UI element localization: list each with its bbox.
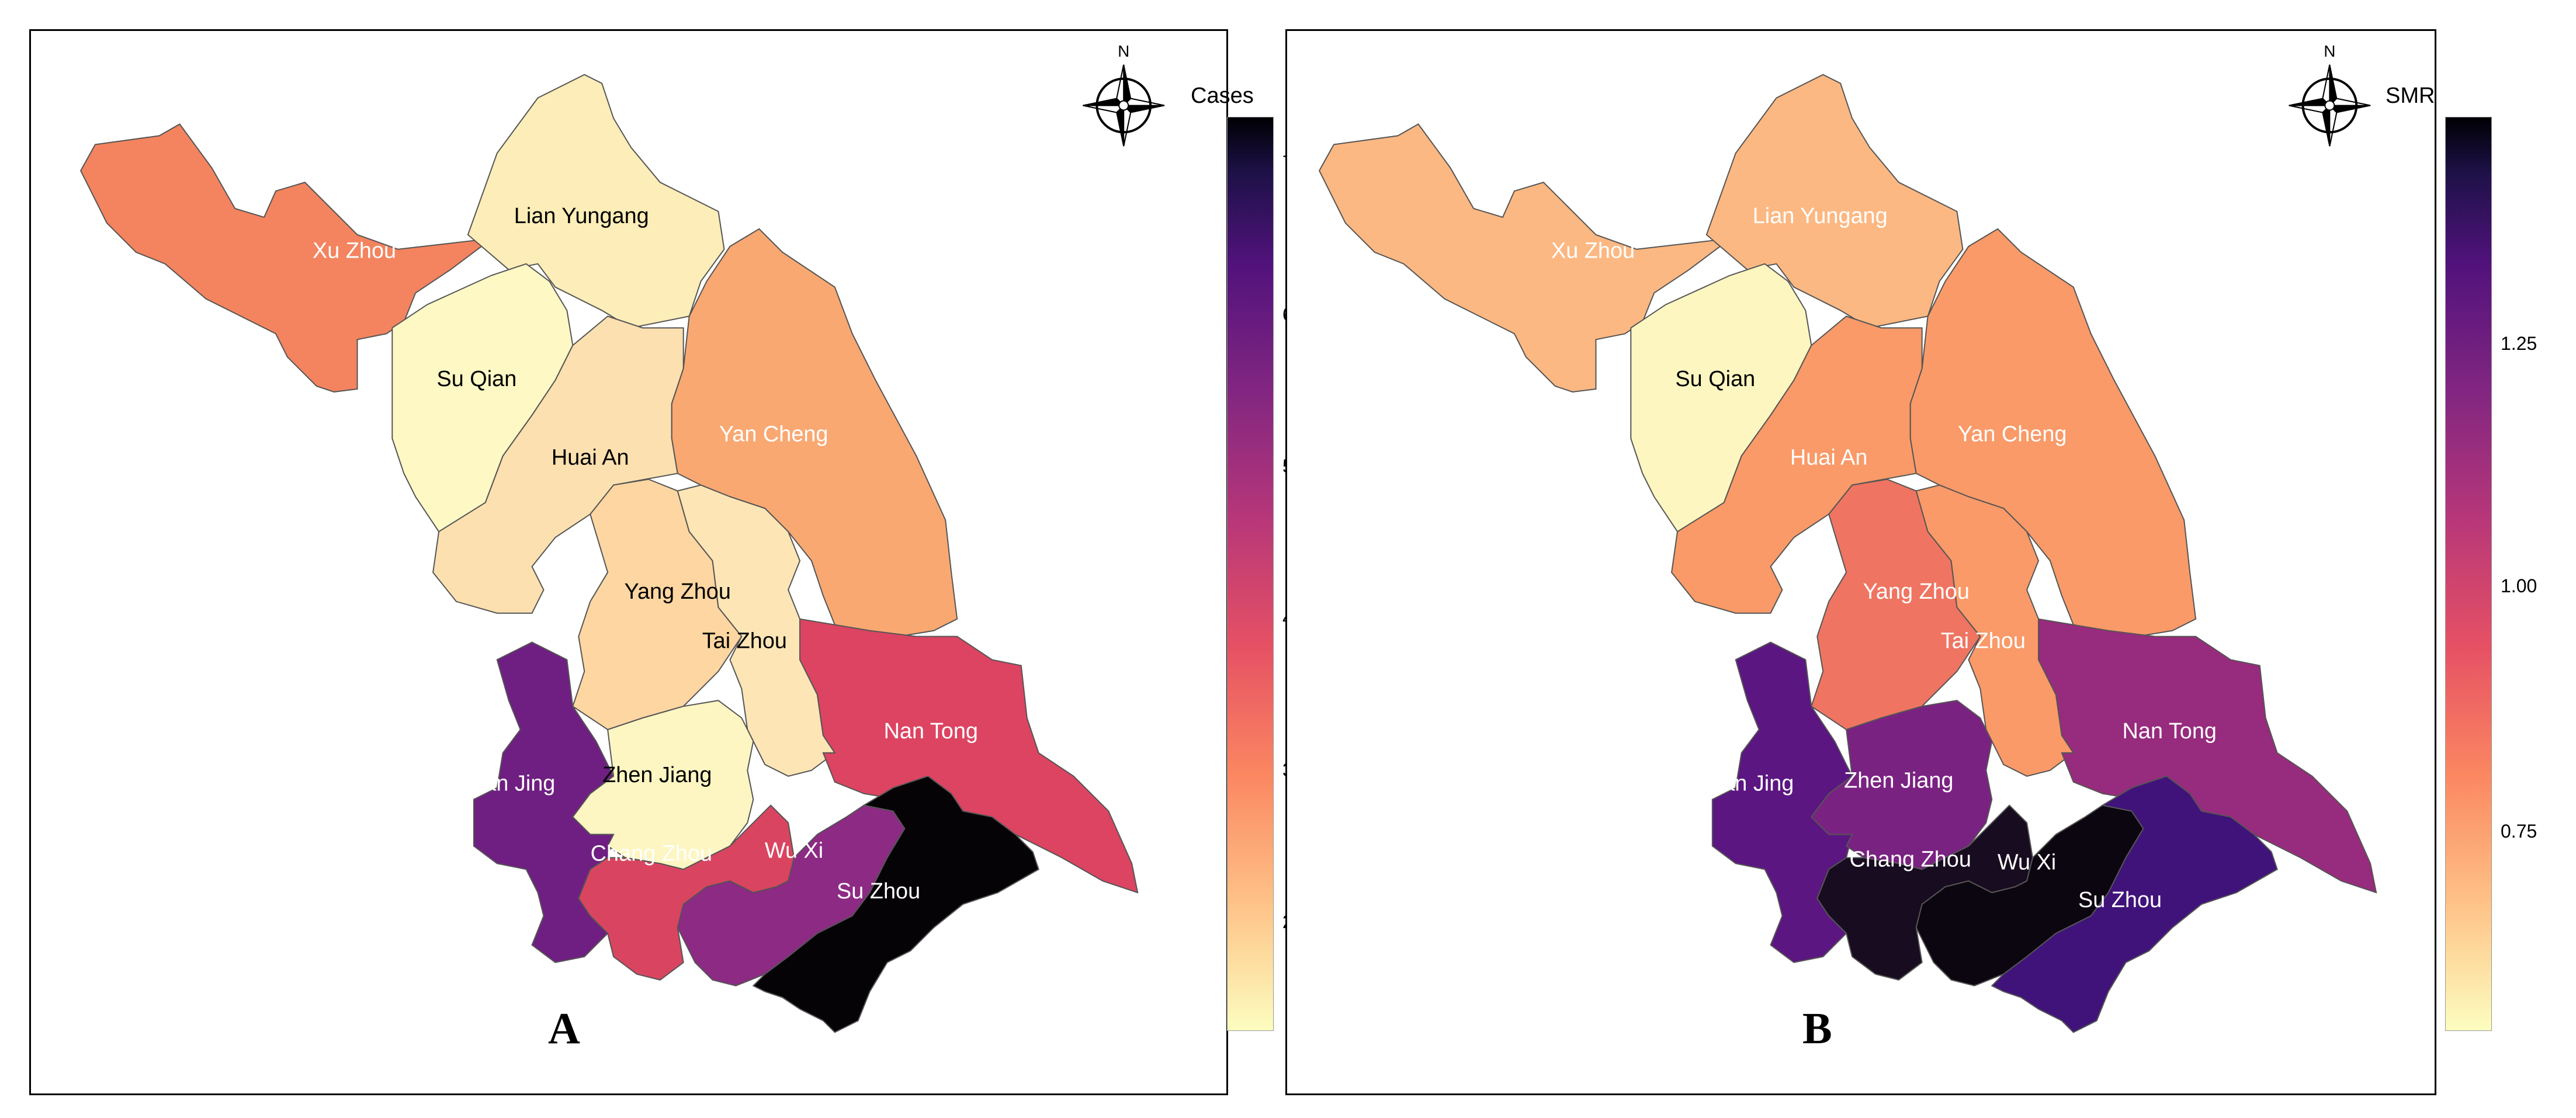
tick-label: 1.00 (2501, 575, 2537, 596)
region-suzhou (752, 775, 1039, 1033)
region-label-changzhou: Chang Zhou (591, 841, 712, 866)
region-label-nanjing: Nan Jing (468, 772, 555, 796)
north-label: N (2324, 42, 2335, 60)
region-huaian (1671, 315, 1923, 614)
region-label-zhenjiang: Zhen Jiang (1844, 769, 1953, 793)
region-label-nantong: Nan Tong (884, 719, 978, 744)
region-label-xuzhou: Xu Zhou (313, 239, 396, 263)
legend-title: Cases (1191, 84, 1254, 108)
region-label-yancheng: Yan Cheng (719, 422, 828, 447)
choropleth-map-b: Xu Zhou Lian Yungang Su Qian Huai An Yan Che… (1318, 42, 2377, 1033)
colorbar-cases (1227, 117, 1274, 1031)
region-nantong (799, 618, 1139, 894)
region-lianyungang (467, 74, 725, 329)
region-label-yancheng: Yan Cheng (1958, 422, 2067, 447)
panel-letter: A (548, 1004, 580, 1053)
region-label-suqian: Su Qian (436, 367, 516, 391)
region-lianyungang (1705, 74, 1964, 329)
panel-letter: B (1802, 1004, 1832, 1053)
region-label-zhenjiang: Zhen Jiang (602, 763, 712, 787)
label-layer: Xu Zhou Lian Yungang Su Qian Huai An Yan Che… (313, 204, 978, 904)
region-label-suzhou: Su Zhou (2078, 888, 2162, 912)
region-label-yangzhou: Yang Zhou (1863, 579, 1969, 604)
region-xuzhou (79, 123, 498, 393)
region-yangzhou (1811, 478, 1981, 731)
region-huaian (432, 315, 684, 614)
region-label-lianyungang: Lian Yungang (1753, 204, 1888, 228)
region-label-wuxi: Wu Xi (765, 838, 823, 863)
tick-label: 1.25 (2501, 333, 2537, 354)
colorbar-smr (2445, 117, 2492, 1031)
region-label-xuzhou: Xu Zhou (1551, 239, 1635, 263)
region-label-wuxi: Wu Xi (1998, 850, 2056, 874)
region-layer (79, 74, 1139, 1033)
region-label-huaian: Huai An (1790, 446, 1868, 470)
region-nantong (2038, 618, 2377, 894)
region-label-nanjing: Nan Jing (1707, 772, 1794, 796)
legend-title: SMR (2386, 84, 2435, 108)
map-panel-b: Xu Zhou Lian Yungang Su Qian Huai An Yan Che… (1285, 29, 2436, 1095)
region-suzhou (1991, 775, 2278, 1033)
label-layer: Xu Zhou Lian Yungang Su Qian Huai An Yan Che… (1551, 204, 2217, 912)
region-label-changzhou: Chang Zhou (1850, 847, 1971, 872)
region-label-suzhou: Su Zhou (837, 879, 920, 904)
region-layer (1318, 74, 2377, 1033)
region-label-taizhou: Tai Zhou (702, 629, 787, 654)
region-yangzhou (572, 478, 743, 731)
tick-label: 0.75 (2501, 821, 2537, 842)
region-label-lianyungang: Lian Yungang (514, 204, 649, 228)
region-label-yangzhou: Yang Zhou (625, 579, 731, 604)
region-xuzhou (1318, 123, 1736, 393)
north-arrow-icon: N (1083, 42, 1165, 147)
north-arrow-icon: N (2289, 42, 2371, 147)
north-label: N (1118, 42, 1129, 60)
region-label-taizhou: Tai Zhou (1941, 629, 2026, 654)
map-panel-a: Xu Zhou Lian Yungang Su Qian Huai An Yan Che… (29, 29, 1254, 1095)
region-label-huaian: Huai An (552, 446, 629, 470)
region-label-nantong: Nan Tong (2123, 719, 2217, 744)
region-label-suqian: Su Qian (1675, 367, 1755, 391)
choropleth-map-a: Xu Zhou Lian Yungang Su Qian Huai An Yan Che… (79, 42, 1165, 1033)
